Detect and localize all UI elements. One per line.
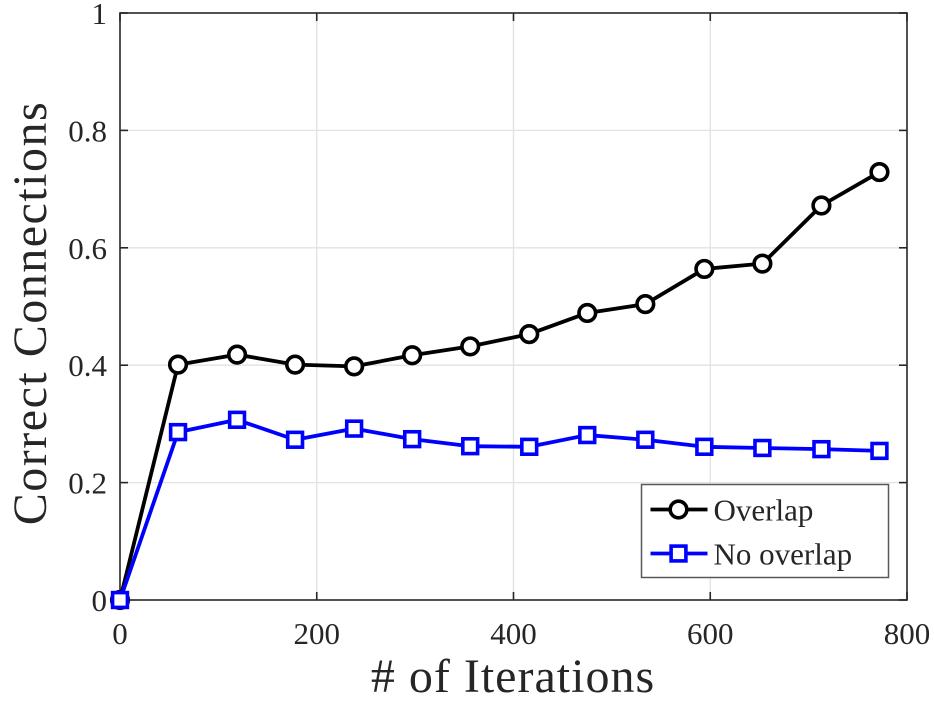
series-line: [118, 417, 880, 601]
legend-item-label: Overlap: [714, 493, 814, 528]
y-tick-label: 0.6: [68, 231, 107, 266]
data-point-marker: [753, 438, 772, 458]
y-tick-label: 0.2: [68, 466, 107, 501]
x-tick-label: 800: [884, 616, 931, 651]
data-point-marker: [870, 441, 889, 461]
data-point-marker: [812, 439, 831, 459]
data-point-marker: [636, 430, 655, 449]
y-tick-label: 1: [92, 0, 108, 31]
data-point-marker: [869, 161, 890, 183]
series-no-overlap: [110, 410, 889, 610]
y-tick-label: 0: [92, 583, 108, 618]
data-point-marker: [635, 294, 656, 315]
data-point-marker: [168, 422, 188, 442]
data-point-marker: [520, 437, 539, 456]
data-point-marker: [460, 336, 481, 357]
y-axis-label: Correct Connections: [4, 101, 57, 525]
data-point-marker: [752, 253, 773, 274]
legend-sample-marker: [668, 499, 689, 520]
data-point-marker: [167, 354, 189, 375]
x-tick-label: 0: [112, 616, 128, 651]
x-tick-label: 400: [490, 616, 537, 651]
x-tick-label: 600: [687, 616, 734, 651]
data-point-marker: [694, 258, 715, 280]
y-tick-label: 0.8: [68, 113, 107, 148]
data-point-marker: [402, 345, 423, 366]
data-point-marker: [577, 302, 598, 324]
data-point-marker: [344, 356, 365, 377]
x-tick-label: 200: [294, 616, 341, 651]
legend-sample-marker: [669, 544, 688, 563]
data-point-marker: [227, 410, 247, 429]
data-point-marker: [811, 195, 832, 216]
series-overlap: [109, 161, 890, 611]
data-point-marker: [461, 437, 480, 456]
y-tick-label: 0.4: [68, 348, 107, 383]
y-tick-labels: 0 0.2 0.4 0.6 0.8 1: [68, 0, 107, 618]
legend: Overlap No overlap: [640, 483, 890, 579]
data-point-marker: [285, 354, 306, 375]
data-point-marker: [285, 430, 305, 449]
legend-item-label: No overlap: [714, 537, 853, 572]
data-point-marker: [519, 323, 540, 345]
data-series: [109, 161, 890, 611]
data-point-marker: [402, 429, 422, 449]
x-axis-label: # of Iterations: [371, 650, 655, 703]
data-point-marker: [344, 419, 364, 438]
data-point-marker: [226, 344, 248, 365]
x-tick-labels: 0 200 400 600 800: [112, 616, 930, 651]
data-point-marker: [578, 425, 597, 445]
data-point-marker: [110, 590, 130, 610]
data-point-marker: [695, 437, 714, 456]
